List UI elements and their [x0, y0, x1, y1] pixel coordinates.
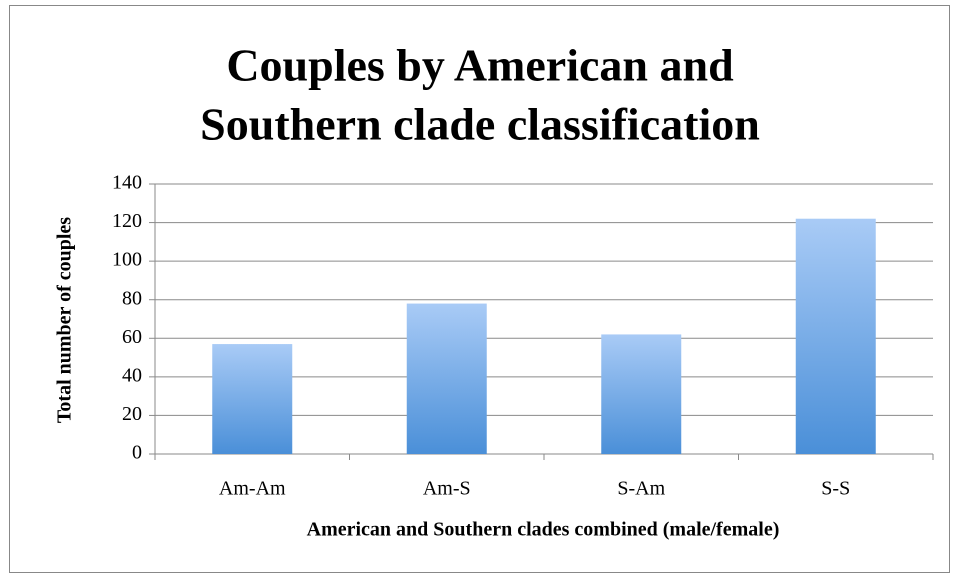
- chart-title: Couples by American and: [226, 40, 734, 91]
- chart-title: Southern clade classification: [200, 99, 760, 150]
- y-tick-label: 40: [122, 364, 142, 386]
- x-tick-label: S-S: [821, 478, 850, 500]
- bar: [795, 218, 876, 454]
- y-tick-label: 20: [122, 403, 142, 425]
- y-tick-label: 140: [112, 172, 142, 194]
- x-tick-label: Am-Am: [219, 478, 286, 500]
- y-tick-label: 60: [122, 326, 142, 348]
- bar: [601, 334, 682, 454]
- chart-frame: [9, 5, 950, 573]
- y-tick-label: 120: [112, 210, 142, 232]
- bar: [212, 344, 293, 454]
- x-axis-label: American and Southern clades combined (m…: [307, 519, 780, 541]
- x-tick-label: S-Am: [617, 478, 665, 500]
- x-tick-label: Am-S: [423, 478, 471, 500]
- y-tick-label: 0: [132, 442, 142, 464]
- bar: [406, 303, 487, 454]
- y-tick-label: 80: [122, 287, 142, 309]
- y-axis-label: Total number of couples: [54, 217, 76, 423]
- y-tick-label: 100: [112, 249, 142, 271]
